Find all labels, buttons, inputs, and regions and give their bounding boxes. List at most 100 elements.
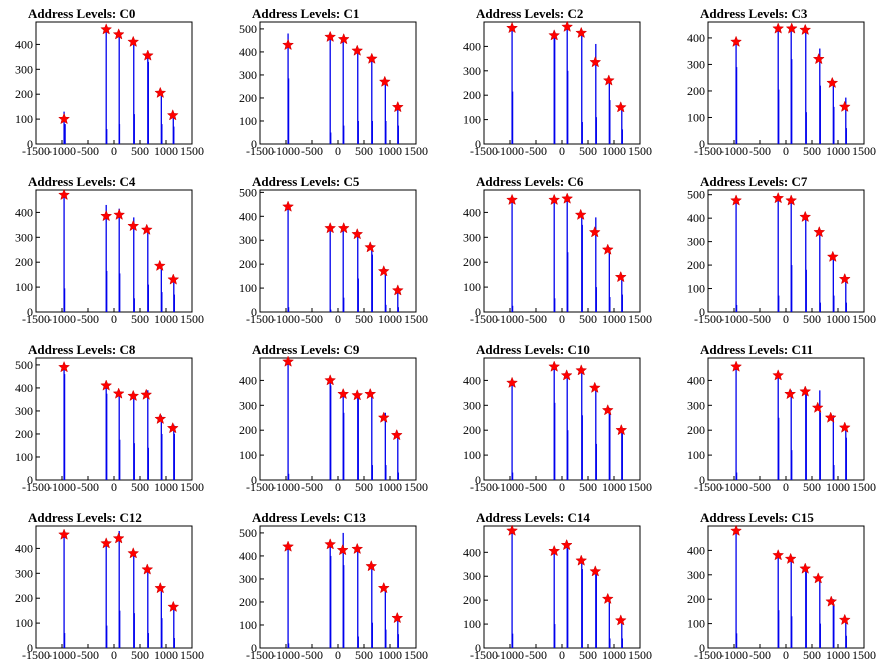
y-tick-label: 400 — [463, 373, 481, 387]
chart-panel-6: Address Levels: C6-1500-1000 -500 0 500 1000… — [463, 174, 652, 326]
peak-marker — [813, 225, 826, 238]
peak-marker — [548, 29, 561, 41]
peak-marker — [548, 360, 561, 372]
x-tick-label: 0 — [559, 648, 565, 662]
y-tick-label: 400 — [239, 45, 257, 59]
x-tick-label: -1500 — [694, 480, 722, 494]
x-tick-label: -1000 — [48, 648, 76, 662]
y-tick-label: 0 — [475, 641, 481, 655]
chart-panel-12: Address Levels: C12 -1500-1000 -500 0 500 100… — [15, 510, 204, 662]
peak-marker — [730, 360, 743, 372]
peak-marker — [324, 374, 337, 386]
chart-title: Address Levels: C0 — [28, 6, 135, 21]
peak-marker — [351, 542, 364, 555]
y-tick-label: 400 — [463, 205, 481, 219]
x-tick-label: 500 — [131, 144, 149, 158]
x-tick-label: -500 — [301, 480, 323, 494]
peak-marker — [614, 614, 627, 626]
y-tick-label: 0 — [27, 473, 33, 487]
x-tick-label: -1000 — [48, 480, 76, 494]
x-tick-label: 500 — [131, 312, 149, 326]
peak-marker — [506, 524, 519, 536]
x-tick-label: -1000 — [496, 648, 524, 662]
peak-marker — [324, 538, 337, 550]
y-tick-label: 100 — [15, 280, 33, 294]
x-tick-label: 0 — [111, 312, 117, 326]
peak-marker — [574, 208, 587, 220]
x-tick-label: 0 — [559, 312, 565, 326]
x-tick-label: 1500 — [404, 648, 428, 662]
y-tick-label: 400 — [15, 381, 33, 395]
peak-marker — [113, 208, 126, 220]
y-tick-label: 100 — [463, 448, 481, 462]
plot-frame — [35, 357, 193, 481]
y-tick-label: 200 — [463, 423, 481, 437]
peak-marker — [730, 35, 743, 47]
x-tick-label: 500 — [355, 648, 373, 662]
y-tick-label: 200 — [15, 427, 33, 441]
x-tick-label: -1000 — [272, 144, 300, 158]
y-tick-label: 400 — [687, 373, 705, 387]
peak-marker — [282, 38, 295, 51]
y-tick-label: 300 — [15, 404, 33, 418]
x-tick-label: 1500 — [180, 144, 204, 158]
peak-marker — [127, 547, 140, 559]
peak-marker — [772, 191, 785, 204]
y-tick-label: 200 — [15, 255, 33, 269]
y-tick-label: 0 — [27, 137, 33, 151]
x-tick-label: -1500 — [22, 144, 50, 158]
x-tick-label: 1500 — [404, 312, 428, 326]
plot-frame — [35, 189, 193, 313]
chart-title: Address Levels: C6 — [476, 174, 584, 189]
peak-marker — [337, 221, 350, 234]
x-tick-label: -1000 — [496, 144, 524, 158]
y-tick-label: 300 — [687, 398, 705, 412]
x-tick-label: 500 — [355, 144, 373, 158]
plot-frame — [483, 189, 641, 313]
chart-panel-11: Address Levels: C11 -1500-1000 -500 0 500 100… — [687, 342, 876, 494]
x-tick-label: 1000 — [826, 312, 850, 326]
peak-marker — [614, 101, 627, 113]
x-tick-label: 500 — [131, 648, 149, 662]
x-tick-label: -1000 — [272, 648, 300, 662]
y-tick-label: 0 — [699, 641, 705, 655]
x-tick-label: -1000 — [720, 480, 748, 494]
chart-title: Address Levels: C13 — [252, 510, 366, 525]
x-tick-label: -1500 — [470, 312, 498, 326]
peak-marker — [548, 193, 561, 206]
y-tick-label: 200 — [463, 88, 481, 102]
peak-marker — [324, 221, 337, 234]
peak-marker — [825, 595, 838, 607]
plot-frame — [707, 189, 865, 313]
y-tick-label: 400 — [15, 541, 33, 555]
peak-marker — [560, 369, 573, 381]
x-tick-label: 500 — [803, 312, 821, 326]
chart-panel-4: Address Levels: C4-1500-1000 -500 0 500 1000… — [15, 174, 204, 326]
peak-marker — [824, 411, 837, 423]
peak-marker — [127, 389, 140, 402]
y-tick-label: 500 — [687, 188, 705, 202]
peak-marker — [772, 548, 785, 561]
y-tick-label: 100 — [687, 448, 705, 462]
peak-marker — [506, 376, 519, 388]
plot-frame — [483, 21, 641, 145]
peak-marker — [548, 544, 561, 557]
x-tick-label: -1500 — [246, 480, 274, 494]
peak-marker — [153, 259, 166, 272]
plot-frame — [35, 21, 193, 145]
peak-marker — [154, 412, 167, 425]
peak-marker — [100, 209, 113, 222]
chart-panel-2: Address Levels: C2-1500-1000 -500 0 500 1000… — [463, 6, 652, 158]
chart-title: Address Levels: C11 — [700, 342, 813, 357]
y-tick-label: 400 — [687, 543, 705, 557]
y-tick-label: 0 — [27, 641, 33, 655]
peak-marker — [601, 403, 614, 416]
x-tick-label: -1500 — [246, 648, 274, 662]
peak-marker — [838, 421, 851, 433]
x-tick-label: 0 — [783, 648, 789, 662]
peak-marker — [799, 23, 812, 36]
chart-title: Address Levels: C1 — [252, 6, 359, 21]
y-tick-label: 100 — [687, 110, 705, 124]
peak-marker — [730, 524, 743, 536]
y-tick-label: 300 — [239, 233, 257, 247]
